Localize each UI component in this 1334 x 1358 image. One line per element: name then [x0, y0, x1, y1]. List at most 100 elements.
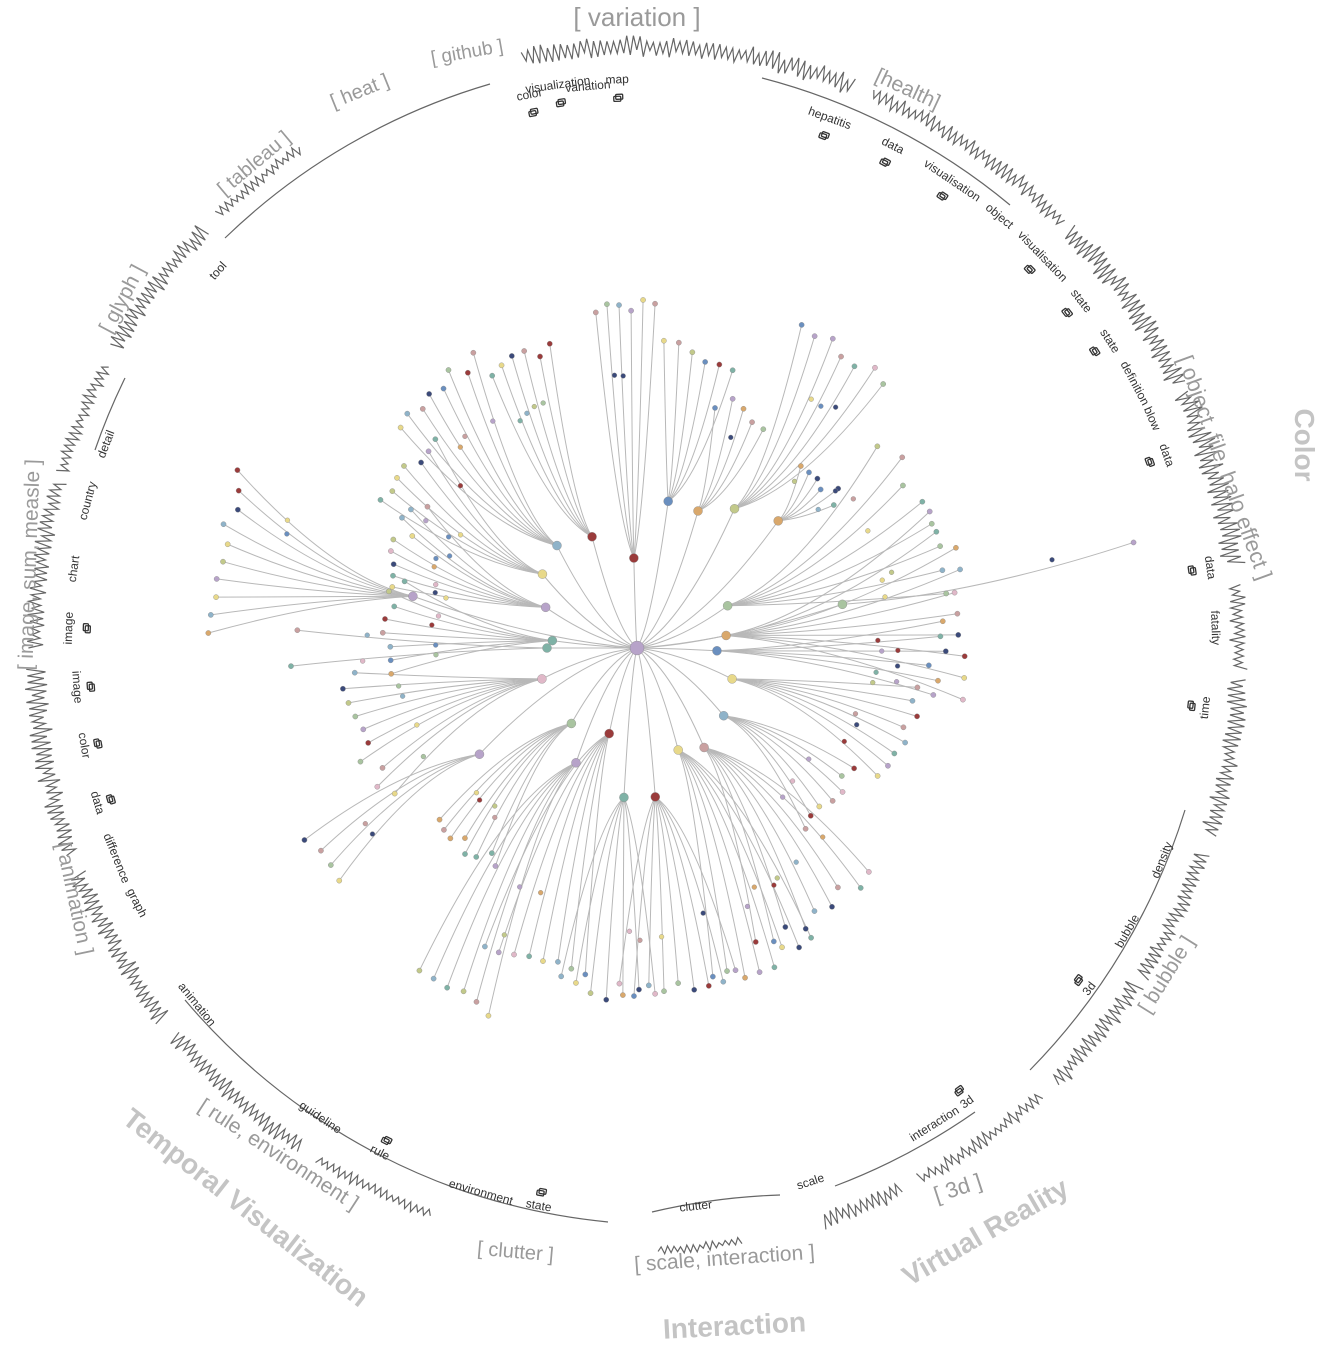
- tree-node: [377, 497, 384, 503]
- tree-node: [404, 410, 411, 417]
- tree-node: [531, 403, 537, 410]
- tree-branch: [723, 715, 855, 769]
- tree-branch: [498, 733, 610, 953]
- tree-node: [693, 506, 703, 516]
- keyword-label-kw-state-2: state: [1097, 326, 1123, 356]
- tree-branch: [360, 678, 542, 763]
- tree-node: [894, 679, 900, 685]
- tree-node: [919, 498, 926, 505]
- document-icon: [1061, 307, 1073, 318]
- tree-branch: [237, 509, 413, 597]
- tree-branch: [491, 723, 572, 854]
- topic-frequency-wave: [24, 668, 78, 857]
- tree-node: [235, 506, 241, 513]
- tree-node: [582, 971, 589, 978]
- topic-frequency-wave: [110, 225, 209, 349]
- tree-branch: [716, 635, 941, 652]
- tree-node: [873, 669, 879, 675]
- keyword-label-kw-country: country: [76, 480, 100, 522]
- document-icon: [1144, 456, 1155, 467]
- tree-node: [953, 544, 959, 551]
- tree-node: [798, 463, 804, 469]
- tree-node: [818, 403, 824, 409]
- tree-branch: [716, 650, 929, 666]
- topic-label-variation: [ variation ]: [573, 2, 700, 32]
- tree-node: [832, 488, 839, 494]
- topic-frequency-wave: [1052, 980, 1144, 1086]
- tree-branch: [216, 595, 413, 598]
- tree-node: [628, 307, 634, 314]
- tree-branch: [677, 749, 746, 978]
- topic-label-health: [health]: [872, 64, 944, 114]
- tree-branch: [404, 580, 553, 642]
- tree-branch: [491, 375, 593, 538]
- document-icon: [536, 1187, 548, 1197]
- tree-branch: [727, 569, 943, 607]
- tree-node: [689, 349, 696, 356]
- tree-branch: [703, 746, 870, 873]
- tree-node: [477, 797, 483, 803]
- tree-node: [870, 679, 876, 686]
- tree-node: [394, 475, 400, 481]
- tree-branch: [734, 356, 842, 510]
- tree-branch: [590, 797, 625, 994]
- tree-branch: [443, 722, 572, 831]
- topic-frequency-wave: [56, 366, 110, 472]
- tree-node: [914, 713, 920, 720]
- tree-branch: [382, 678, 542, 769]
- tree-node: [498, 362, 505, 369]
- tree-node: [379, 765, 386, 771]
- tree-branch: [636, 603, 843, 649]
- tree-node: [937, 543, 943, 549]
- document-icon: [1073, 974, 1084, 987]
- tree-branch: [472, 352, 558, 546]
- tree-branch: [727, 523, 933, 607]
- tree-branch: [511, 355, 593, 538]
- topic-label-heat: [ heat ]: [327, 70, 392, 113]
- tree-branch: [238, 490, 413, 597]
- tree-node: [900, 724, 907, 731]
- tree-branch: [464, 723, 572, 855]
- tree-branch: [428, 451, 543, 575]
- tree-branch: [406, 413, 558, 547]
- tree-node: [357, 758, 364, 765]
- tree-branch: [734, 366, 855, 510]
- tree-node: [771, 882, 777, 888]
- topic-label-github: [ github ]: [429, 36, 504, 69]
- tree-branch: [410, 509, 546, 608]
- tree-branch: [726, 634, 959, 636]
- tree-node: [851, 765, 857, 772]
- keyword-label-kw-environment: environment: [447, 1176, 515, 1208]
- tree-node: [294, 627, 301, 633]
- tree-node: [521, 348, 527, 354]
- tree-node: [838, 353, 844, 360]
- branch-layer: [208, 299, 1134, 1016]
- tree-node: [882, 594, 888, 600]
- tree-node: [401, 463, 407, 469]
- tree-node: [473, 790, 480, 796]
- topic-label-3d: [ 3d ]: [931, 1168, 985, 1207]
- tree-node: [391, 603, 398, 610]
- tree-node: [387, 657, 394, 664]
- tree-branch: [434, 438, 543, 575]
- tree-node: [640, 297, 646, 303]
- tree-node: [495, 949, 502, 956]
- topic-frequency-wave: [315, 1156, 431, 1217]
- tree-node: [691, 987, 697, 993]
- tree-branch: [703, 747, 775, 942]
- tree-node: [386, 588, 392, 595]
- tree-branch: [667, 361, 706, 502]
- tree-node: [658, 934, 665, 940]
- tree-node: [636, 986, 642, 993]
- tree-branch: [446, 762, 577, 988]
- tree-node: [926, 508, 933, 515]
- tree-node: [850, 496, 856, 502]
- tree-node: [620, 992, 626, 998]
- tree-node: [462, 835, 468, 841]
- tree-node: [771, 964, 778, 971]
- tree-node: [369, 831, 376, 837]
- tree-node: [960, 696, 966, 703]
- keyword-label-kw-color-l: color: [75, 731, 93, 759]
- tree-node: [492, 863, 499, 869]
- tree-branch: [778, 488, 839, 522]
